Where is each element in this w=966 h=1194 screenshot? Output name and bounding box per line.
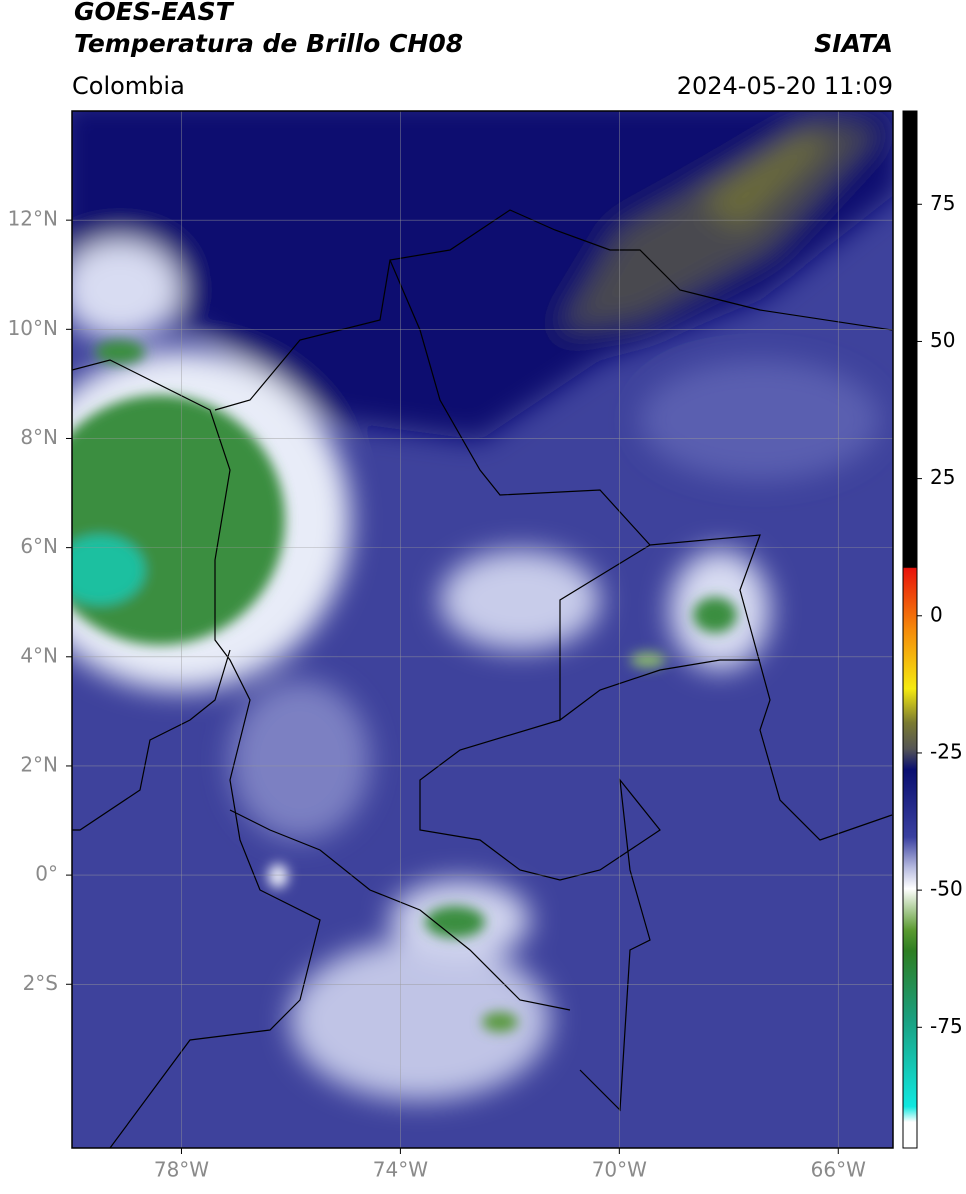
y-tick-label: 2°S xyxy=(23,971,58,995)
border xyxy=(559,544,760,722)
colorbar-tick-label: 75 xyxy=(930,191,955,215)
y-tick-label: 0° xyxy=(35,862,58,886)
y-tick-label: 6°N xyxy=(20,534,58,558)
datetime: 2024-05-20 11:09 xyxy=(677,72,893,100)
x-tick-label: 66°W xyxy=(811,1158,866,1182)
source: SIATA xyxy=(814,29,893,58)
colorbar-tick-label: -50 xyxy=(930,877,963,901)
y-tick-label: 12°N xyxy=(8,207,58,231)
y-tick-label: 2°N xyxy=(20,752,58,776)
border xyxy=(419,719,661,1112)
colorbar-tick-label: 50 xyxy=(930,328,955,352)
colorbar-tick-label: -25 xyxy=(930,739,963,763)
subtitle: Temperatura de Brillo CH08 xyxy=(74,29,463,58)
y-tick-label: 4°N xyxy=(20,643,58,667)
colorbar-tick-label: 25 xyxy=(930,465,955,489)
x-tick-label: 74°W xyxy=(373,1158,428,1182)
x-tick-label: 70°W xyxy=(592,1158,647,1182)
y-tick-label: 8°N xyxy=(20,425,58,449)
colorbar-tick-label: -75 xyxy=(930,1014,963,1038)
border xyxy=(229,809,571,1011)
title: GOES-EAST xyxy=(74,0,235,26)
region: Colombia xyxy=(72,72,185,100)
map-frame xyxy=(71,110,894,1149)
satellite-image xyxy=(72,111,893,1148)
border xyxy=(389,259,893,841)
grid xyxy=(72,111,893,1148)
colorbar-tick-label: 0 xyxy=(930,602,943,626)
y-tick-label: 10°N xyxy=(8,316,58,340)
coast xyxy=(72,359,321,1148)
colorbar xyxy=(902,110,918,1149)
x-tick-label: 78°W xyxy=(154,1158,209,1182)
border xyxy=(72,649,231,831)
